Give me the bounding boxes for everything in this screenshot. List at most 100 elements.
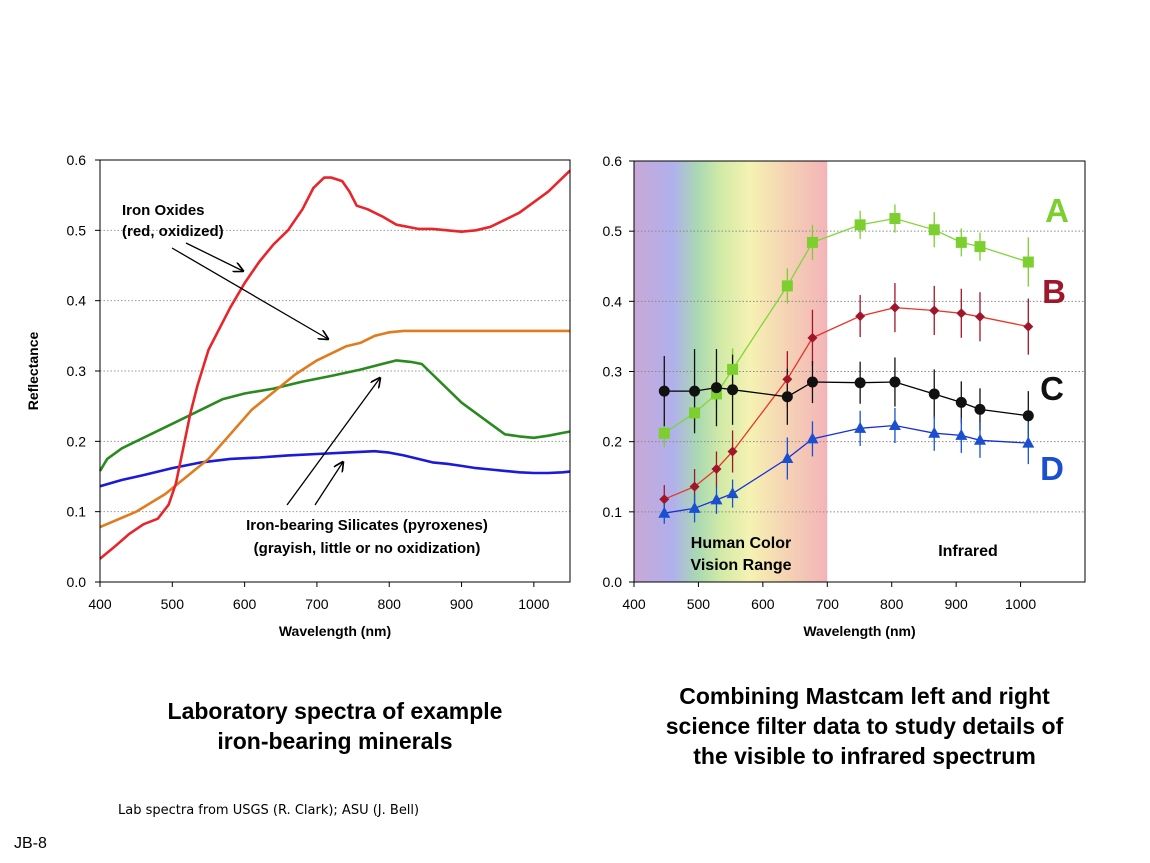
point-A	[781, 280, 793, 292]
point-D	[1022, 436, 1035, 448]
point-A	[889, 213, 901, 225]
region-label-visible: Human Color	[691, 535, 791, 552]
region-label-visible: Vision Range	[690, 557, 791, 574]
y-tick-label: 0.5	[67, 222, 87, 238]
arrow	[171, 247, 328, 339]
plot-frame	[633, 160, 1086, 583]
point-A	[689, 407, 701, 419]
point-D	[726, 487, 739, 499]
point-D	[888, 419, 901, 431]
point-D	[658, 506, 671, 518]
x-tick-label: 900	[450, 596, 474, 612]
point-B	[929, 305, 940, 316]
plot-frame	[99, 159, 571, 583]
annotation-iron-oxides: Iron Oxides	[122, 202, 205, 219]
point-C	[1022, 410, 1034, 422]
arrow	[286, 378, 380, 506]
right-caption: Combining Mastcam left and right science…	[622, 681, 1107, 771]
x-tick-label: 600	[751, 596, 775, 612]
right-caption-line: science filter data to study details of	[665, 713, 1064, 739]
region-label-infrared: Infrared	[938, 543, 998, 560]
y-tick-label: 0.0	[603, 574, 623, 590]
right-caption-line: the visible to infrared spectrum	[693, 743, 1036, 769]
point-C	[689, 385, 701, 397]
point-C	[955, 396, 967, 408]
y-tick-label: 0.4	[67, 293, 87, 309]
x-tick-label: 700	[816, 596, 840, 612]
x-axis-label: Wavelength (nm)	[803, 623, 915, 639]
y-tick-label: 0.6	[67, 152, 87, 168]
series-line-orange-mineral	[99, 329, 570, 529]
x-tick-label: 400	[88, 596, 112, 612]
point-B	[659, 494, 670, 505]
x-tick-label: 900	[944, 596, 968, 612]
point-A	[955, 236, 967, 248]
point-C	[854, 377, 866, 389]
point-D	[854, 421, 867, 433]
left-caption-line: Laboratory spectra of example	[167, 698, 503, 724]
series-label-C: C	[1040, 370, 1064, 407]
point-A	[928, 224, 940, 236]
point-B	[956, 308, 967, 319]
point-D	[781, 452, 794, 464]
x-tick-label: 800	[378, 596, 402, 612]
x-axis-label: Wavelength (nm)	[279, 623, 391, 639]
point-B	[782, 374, 793, 385]
point-D	[928, 426, 941, 438]
point-B	[889, 302, 900, 313]
y-axis-label: Reflectance	[25, 331, 41, 410]
point-D	[688, 501, 701, 513]
annotation-silicates: (grayish, little or no oxidization)	[254, 540, 481, 557]
point-A	[727, 363, 739, 375]
x-tick-label: 600	[233, 596, 257, 612]
annotation-iron-oxides: (red, oxidized)	[122, 223, 224, 240]
x-tick-label: 800	[880, 596, 904, 612]
point-A	[658, 427, 670, 439]
y-tick-label: 0.0	[67, 574, 87, 590]
point-B	[974, 311, 985, 322]
x-tick-label: 400	[622, 596, 646, 612]
right-caption-line: Combining Mastcam left and right	[679, 683, 1050, 709]
x-tick-label: 700	[305, 596, 329, 612]
point-D	[806, 432, 819, 444]
series-label-B: B	[1042, 273, 1066, 310]
x-tick-label: 1000	[1005, 596, 1036, 612]
series-label-A: A	[1045, 192, 1069, 229]
point-D	[955, 428, 968, 440]
left-caption-line: iron-bearing minerals	[217, 728, 453, 754]
y-tick-label: 0.4	[603, 293, 623, 309]
arrow	[314, 462, 343, 506]
point-B	[1023, 321, 1034, 332]
point-C	[974, 403, 986, 415]
y-tick-label: 0.1	[67, 504, 87, 520]
arrow	[185, 242, 243, 271]
y-tick-label: 0.6	[603, 153, 623, 169]
y-tick-label: 0.5	[603, 223, 623, 239]
left-caption: Laboratory spectra of example iron-beari…	[120, 696, 550, 756]
point-C	[889, 376, 901, 388]
annotation-silicates: Iron-bearing Silicates (pyroxenes)	[246, 517, 488, 534]
x-tick-label: 500	[161, 596, 185, 612]
point-D	[710, 493, 723, 505]
source-credit: Lab spectra from USGS (R. Clark); ASU (J…	[118, 803, 420, 818]
series-line-iron-oxides	[99, 169, 571, 560]
point-C	[806, 376, 818, 388]
point-B	[689, 481, 700, 492]
point-B	[855, 311, 866, 322]
point-A	[806, 236, 818, 248]
point-D	[973, 433, 986, 445]
right-chart: 0.0 0.1 0.2 0.3 0.4 0.5 0.6 400 500 600 700 800 900 1…	[603, 153, 1086, 639]
point-B	[711, 464, 722, 475]
y-tick-label: 0.3	[603, 364, 623, 380]
point-A	[1022, 256, 1034, 268]
x-tick-label: 1000	[518, 596, 549, 612]
point-A	[710, 388, 722, 400]
series-line-silicate-green	[98, 359, 571, 472]
point-A	[854, 219, 866, 231]
x-tick-label: 500	[687, 596, 711, 612]
series-line-silicate-blue	[99, 449, 571, 488]
series-label-D: D	[1040, 450, 1064, 487]
point-C	[658, 385, 670, 397]
left-chart: 0.0 0.1 0.2 0.3 0.4 0.5 0.6 400 500 600 700 800 900 1…	[25, 152, 571, 639]
